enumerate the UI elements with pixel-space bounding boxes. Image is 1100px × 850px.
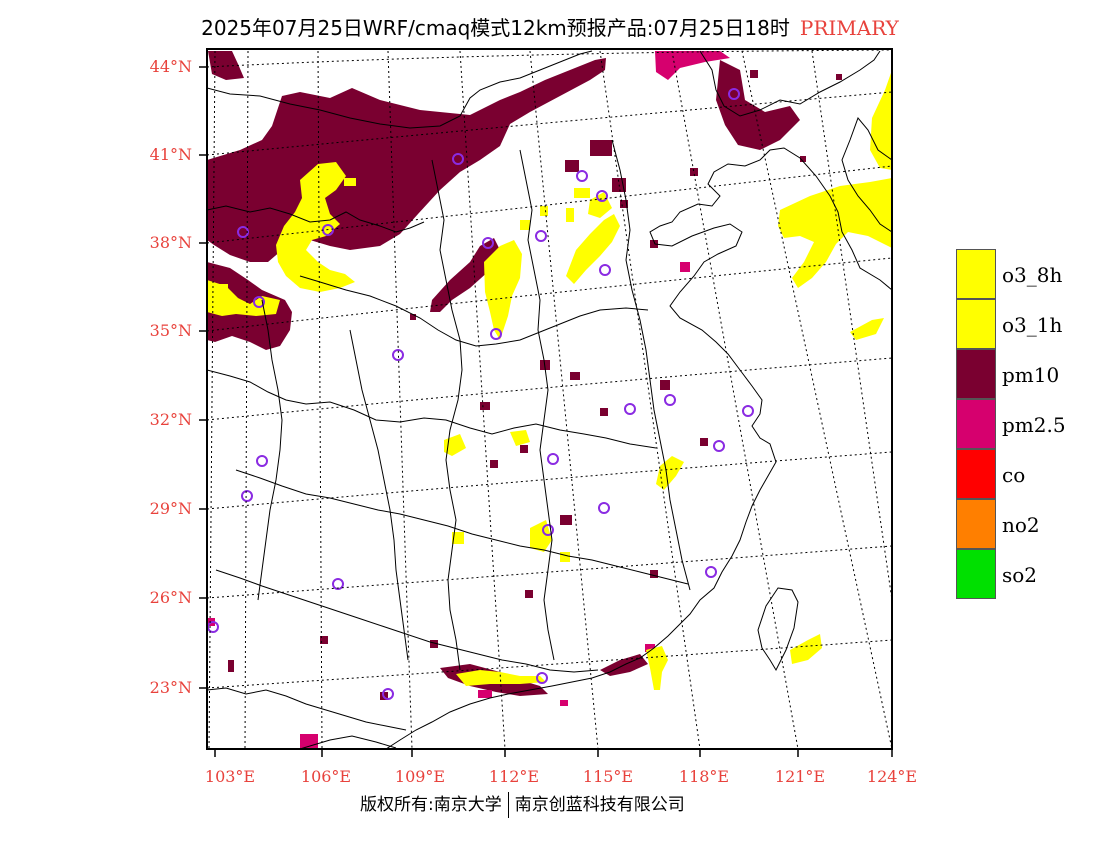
legend-label: o3_1h — [1002, 313, 1063, 337]
copyright-footer: 版权所有:南京大学 南京创蓝科技有限公司 — [360, 790, 685, 818]
korea — [841, 117, 892, 233]
map-frame — [206, 48, 893, 750]
coastline — [385, 147, 892, 749]
legend-label: so2 — [1002, 563, 1038, 587]
o3-guangxi-south — [456, 670, 546, 686]
lat-label-41: 41°N — [150, 145, 192, 164]
o3-taiwan-east — [790, 634, 822, 664]
legend-swatch — [956, 349, 996, 399]
o3-hebei-north — [588, 192, 612, 218]
copyright-left: 版权所有:南京大学 — [360, 795, 502, 815]
tick-marks — [199, 66, 893, 757]
lat-label-35: 35°N — [150, 321, 192, 340]
legend-label: o3_8h — [1002, 263, 1063, 287]
hainan — [299, 735, 397, 749]
prov-1 — [207, 205, 425, 233]
legend-swatch — [956, 299, 996, 349]
lon-label-115: 115°E — [583, 767, 633, 786]
prov-v5 — [257, 299, 283, 601]
o3-anhui — [656, 456, 684, 490]
legend-swatch — [956, 549, 996, 599]
lon-label-112: 112°E — [489, 767, 539, 786]
prov-v2 — [519, 149, 555, 661]
legend-label: no2 — [1002, 513, 1040, 537]
legend-label: co — [1002, 463, 1026, 487]
lon-label-118: 118°E — [679, 767, 729, 786]
pm10-central-strip — [430, 238, 500, 312]
o3-yellow-sea — [778, 178, 892, 288]
lat-label-23: 23°N — [150, 678, 192, 697]
footer-separator — [507, 792, 509, 818]
prov-v1 — [431, 159, 463, 671]
station-markers — [207, 88, 754, 700]
pm10-top-left — [208, 51, 244, 80]
ne-border — [699, 50, 881, 117]
borders — [207, 50, 892, 749]
o3-korea-south — [850, 318, 884, 340]
copyright-right: 南京创蓝科技有限公司 — [514, 795, 685, 815]
lon-label-103: 103°E — [205, 767, 255, 786]
pm10-areas — [207, 51, 842, 700]
lat-label-38: 38°N — [150, 233, 192, 252]
sw-border — [207, 687, 407, 731]
map-title: 2025年07月25日WRF/cmaq模式12km预报产品:07月25日18时 P… — [0, 12, 1100, 41]
prov-3 — [207, 369, 657, 449]
lon-label-106: 106°E — [301, 767, 351, 786]
title-text: 2025年07月25日WRF/cmaq模式12km预报产品:07月25日18时 — [201, 16, 790, 40]
prov-4 — [235, 469, 689, 585]
lat-label-26: 26°N — [150, 588, 192, 607]
lat-label-29: 29°N — [150, 499, 192, 518]
o3-shanxi — [484, 240, 522, 340]
lon-label-124: 124°E — [867, 767, 917, 786]
o3-korea-coast — [870, 70, 892, 170]
lon-label-121: 121°E — [775, 767, 825, 786]
taiwan — [757, 587, 799, 672]
lat-label-32: 32°N — [150, 410, 192, 429]
pm10-northern-band — [207, 58, 606, 262]
lon-labels: 103°E 106°E 109°E 112°E 115°E 118°E 121°… — [205, 767, 917, 786]
prov-5 — [215, 569, 599, 673]
legend-swatch — [956, 399, 996, 449]
o3-guangdong — [646, 646, 668, 690]
legend-label: pm10 — [1002, 363, 1060, 387]
o3-hubei-2 — [510, 430, 530, 446]
o3-hebei — [566, 214, 620, 284]
pm10-ne-cluster — [716, 60, 800, 150]
north-border — [207, 50, 593, 129]
graticule — [207, 49, 892, 749]
lat-labels: 44°N 41°N 38°N 35°N 32°N 29°N 26°N 23°N — [150, 57, 192, 697]
prov-v3 — [611, 139, 691, 591]
lat-label-44: 44°N — [150, 57, 192, 76]
prov-v4 — [349, 329, 409, 661]
legend-swatch — [956, 449, 996, 499]
legend-label: pm2.5 — [1002, 413, 1066, 437]
o3-hunan — [530, 520, 552, 552]
prov-2 — [299, 275, 649, 347]
legend-swatch — [956, 249, 996, 299]
primary-tag: PRIMARY — [799, 16, 899, 40]
o3-hubei — [444, 434, 466, 456]
o3-inner-mongolia — [276, 162, 355, 292]
lon-label-109: 109°E — [395, 767, 445, 786]
legend-swatch — [956, 499, 996, 549]
pm25-north — [655, 51, 730, 80]
